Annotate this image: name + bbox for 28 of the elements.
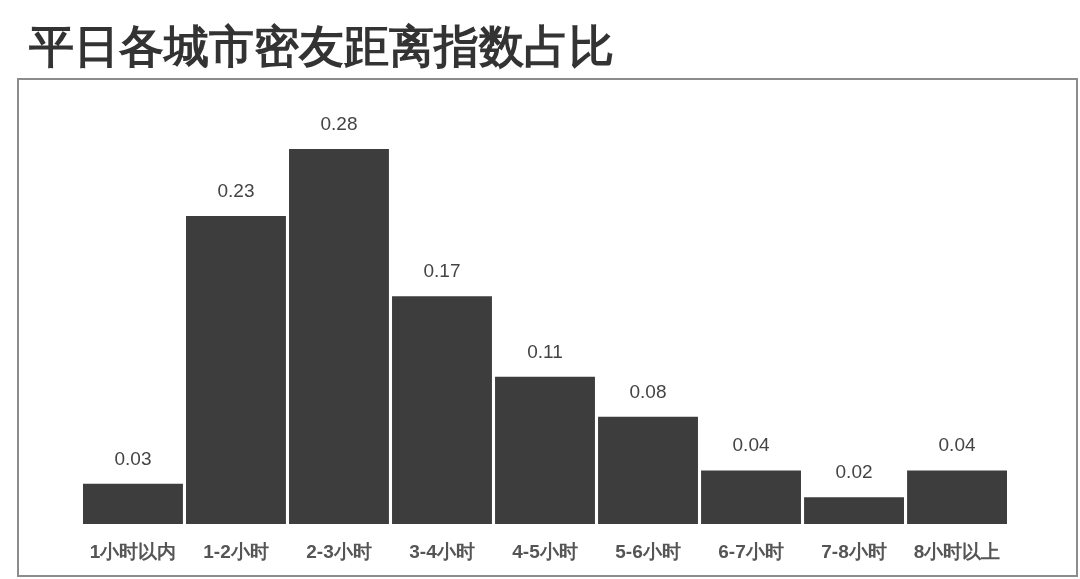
data-label: 0.28 xyxy=(320,113,358,134)
x-tick-label: 7-8小时 xyxy=(821,540,887,562)
data-label: 0.02 xyxy=(835,461,873,483)
bar xyxy=(907,470,1007,524)
data-label: 0.04 xyxy=(938,434,976,456)
x-tick-label: 8小时以上 xyxy=(913,540,1001,562)
bar xyxy=(804,497,904,524)
bar xyxy=(701,470,801,524)
bar xyxy=(495,376,595,524)
bar xyxy=(392,296,492,524)
x-tick-label: 1-2小时 xyxy=(203,540,269,562)
x-tick-label: 3-4小时 xyxy=(409,540,475,562)
x-tick-label: 4-5小时 xyxy=(512,540,578,562)
bar xyxy=(186,215,286,524)
data-label: 0.03 xyxy=(114,447,152,469)
bar xyxy=(289,149,389,524)
data-label: 0.08 xyxy=(629,380,667,402)
x-tick-label: 5-6小时 xyxy=(615,540,681,562)
chart-title: 平日各城市密友距离指数占比 xyxy=(29,21,614,72)
data-label: 0.11 xyxy=(527,340,563,362)
bar xyxy=(83,483,183,524)
data-label: 0.04 xyxy=(732,434,770,456)
x-tick-label: 1小时以内 xyxy=(89,540,177,562)
data-label: 0.23 xyxy=(217,179,255,201)
x-tick-label: 2-3小时 xyxy=(306,540,372,562)
x-tick-label: 6-7小时 xyxy=(718,540,784,562)
bar xyxy=(598,416,698,524)
data-label: 0.17 xyxy=(423,260,461,282)
